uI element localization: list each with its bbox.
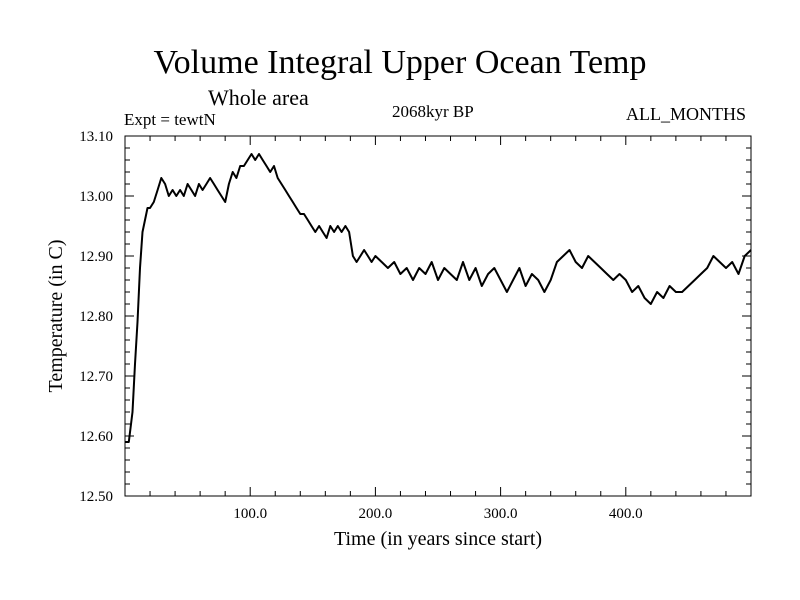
series-line — [125, 153, 752, 443]
x-tick-label: 300.0 — [484, 506, 518, 522]
period-label: 2068kyr BP — [392, 102, 474, 121]
x-axis-label: Time (in years since start) — [334, 528, 542, 550]
y-tick-label: 12.80 — [79, 309, 113, 325]
plot-frame — [124, 135, 752, 497]
chart-title: Volume Integral Upper Ocean Temp — [153, 44, 647, 81]
y-tick-label: 12.70 — [79, 369, 113, 385]
y-tick-label: 12.90 — [79, 249, 113, 265]
axis-ticks — [125, 135, 751, 497]
y-tick-label: 13.00 — [79, 189, 113, 205]
x-tick-label: 400.0 — [609, 506, 643, 522]
y-axis-label: Temperature (in C) — [45, 240, 67, 393]
chart-subtitle: Whole area — [208, 85, 309, 110]
y-tick-label: 12.60 — [79, 429, 113, 445]
tick-labels: 12.50 12.60 12.70 12.80 12.90 13.00 13.10 100.0… — [79, 129, 642, 522]
x-tick-label: 200.0 — [359, 506, 393, 522]
y-tick-label: 13.10 — [79, 129, 113, 145]
x-tick-label: 100.0 — [233, 506, 267, 522]
months-label: ALL_MONTHS — [626, 104, 746, 124]
y-tick-label: 12.50 — [79, 489, 113, 505]
experiment-label: Expt = tewtN — [124, 110, 216, 129]
